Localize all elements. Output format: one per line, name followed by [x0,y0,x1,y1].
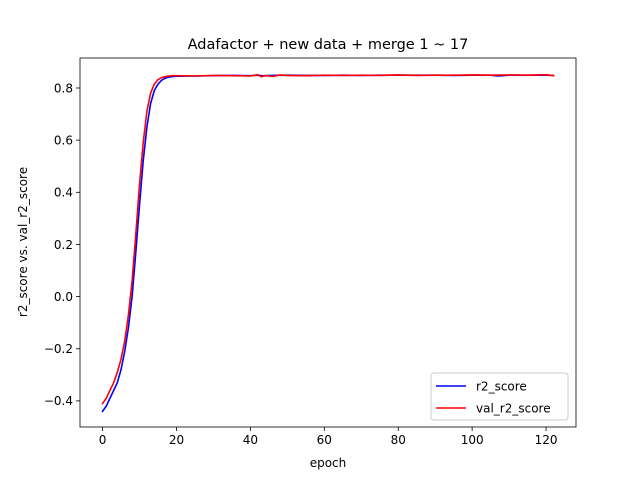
plot-content [101,73,555,413]
legend-label-r2-score: r2_score [476,379,527,393]
x-tick-label: 20 [169,433,184,447]
y-axis-label: r2_score vs. val_r2_score [16,167,30,317]
x-tick-label: 40 [243,433,258,447]
y-tick-label: 0.2 [54,238,73,252]
y-tick-label: 0.0 [54,290,73,304]
axes: 0 20 40 60 80 100 120 −0.4 −0.2 0.0 0.2 0.4 0.6 0.8 [44,57,577,447]
x-tick-label: 0 [99,433,107,447]
x-tick-label: 60 [317,433,332,447]
y-tick-label: −0.2 [44,342,73,356]
x-tick-label: 120 [535,433,558,447]
plot-frame [79,57,577,428]
legend-label-val-r2-score: val_r2_score [476,401,551,415]
x-tick-label: 100 [461,433,484,447]
y-tick-label: 0.4 [54,186,73,200]
y-tick-label: 0.6 [54,133,73,147]
y-tick-label: 0.8 [54,81,73,95]
legend: r2_score val_r2_score [430,372,569,421]
chart-title: Adafactor + new data + merge 1 ~ 17 [188,37,469,53]
x-axis-label: epoch [310,456,347,470]
series-line-val-r2-score [101,73,555,405]
x-tick-label: 80 [391,433,406,447]
y-tick-label: −0.4 [44,394,73,408]
